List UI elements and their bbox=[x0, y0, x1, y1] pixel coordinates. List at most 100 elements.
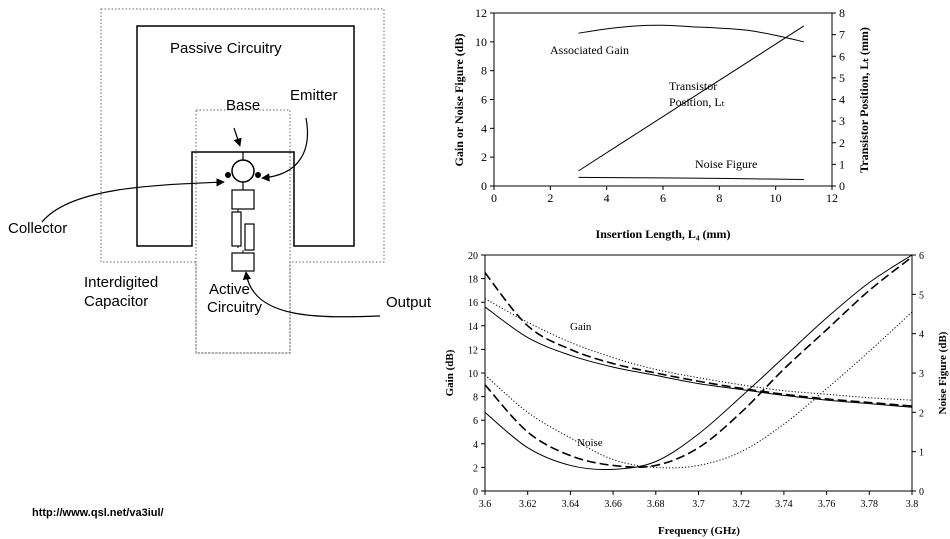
chart2-y-tick-label: 20 bbox=[468, 251, 478, 262]
active-circuitry-outline bbox=[195, 109, 291, 354]
output-arrow bbox=[242, 271, 381, 318]
chart2-y2-tick-label: 5 bbox=[919, 290, 924, 301]
chart1-series-line-0 bbox=[578, 24, 804, 43]
collector-label: Collector bbox=[8, 220, 67, 237]
chart2-y-tick-label: 18 bbox=[468, 275, 478, 286]
emitter-dot-left bbox=[225, 172, 231, 178]
chart2-y-tick-label: 2 bbox=[473, 463, 478, 474]
chart1-y2-tick-label: 7 bbox=[839, 28, 845, 42]
chart2-y-axis-label: Gain (dB) bbox=[444, 349, 456, 396]
chart2-y-tick-label: 12 bbox=[468, 345, 478, 356]
chart1-y-tick-label: 2 bbox=[481, 150, 487, 164]
chart2-x-tick-label: 3.6 bbox=[479, 499, 492, 510]
chart2-x-tick-label: 3.76 bbox=[818, 499, 836, 510]
chart2-x-axis-label: Frequency (GHz) bbox=[658, 525, 740, 537]
source-url: http://www.qsl.net/va3iul/ bbox=[32, 507, 164, 519]
chart2-x-tick-label: 3.66 bbox=[604, 499, 622, 510]
chart2-x-tick-label: 3.64 bbox=[562, 499, 580, 510]
chart1-y2-tick-label: 2 bbox=[839, 136, 845, 150]
chart1-x-tick-label: 6 bbox=[660, 191, 666, 205]
passive-circuitry-outline bbox=[136, 25, 355, 247]
chart1-y-tick-label: 0 bbox=[481, 179, 487, 193]
chart1-y-tick-label: 8 bbox=[481, 64, 487, 78]
chart1-series-line-2 bbox=[578, 176, 804, 181]
chart1-y-tick-label: 6 bbox=[481, 93, 487, 107]
chart1-x-tick-label: 2 bbox=[547, 191, 553, 205]
chart2-x-tick-label: 3.68 bbox=[647, 499, 665, 510]
chart2-x-tick-label: 3.72 bbox=[732, 499, 750, 510]
chart2-y-tick-label: 16 bbox=[468, 298, 478, 309]
chart2-y2-tick-label: 1 bbox=[919, 448, 924, 459]
chart2-series-gain-solid bbox=[484, 306, 913, 408]
chart1-x-tick-label: 0 bbox=[491, 191, 497, 205]
chart2-y2-tick-label: 0 bbox=[919, 487, 924, 498]
chart2-y-tick-label: 4 bbox=[473, 440, 478, 451]
chart1-x-tick-label: 10 bbox=[770, 191, 782, 205]
active-stub-left bbox=[231, 211, 242, 247]
chart2-y2-tick-label: 4 bbox=[919, 330, 924, 341]
interdigited-label-line2: Capacitor bbox=[84, 293, 148, 310]
chart1-y2-tick-label: 8 bbox=[839, 6, 845, 20]
chart1-y2-axis-label: Transistor Position, Lₜ (mm) bbox=[857, 27, 871, 173]
chart2-x-tick-label: 3.62 bbox=[519, 499, 537, 510]
chart1-x-tick-label: 12 bbox=[826, 191, 838, 205]
chart2-y2-axis-label: Noise Figure (dB) bbox=[937, 331, 949, 414]
chart1-y-axis-label: Gain or Noise Figure (dB) bbox=[452, 34, 466, 167]
chart2-y2-tick-label: 2 bbox=[919, 408, 924, 419]
chart2-annotation-gain: Gain bbox=[570, 321, 592, 333]
active-block-1 bbox=[231, 189, 255, 210]
chart1-plot-frame bbox=[493, 12, 833, 187]
active-stub-right bbox=[244, 223, 255, 251]
active-circuitry-label-line1: Active bbox=[209, 281, 250, 298]
chart1-y2-tick-label: 6 bbox=[839, 49, 845, 63]
chart2-plot-frame bbox=[484, 254, 913, 492]
chart2-y2-tick-label: 6 bbox=[919, 251, 924, 262]
chart1-annotation-position-1: Transistor bbox=[669, 79, 717, 93]
chart1-series-line-1 bbox=[578, 25, 805, 172]
output-label: Output bbox=[386, 294, 432, 311]
chart2-x-tick-label: 3.8 bbox=[906, 499, 919, 510]
emitter-dot-right bbox=[255, 172, 261, 178]
interdigited-label-line1: Interdigited bbox=[84, 274, 158, 291]
transistor-symbol bbox=[231, 159, 255, 183]
chart1-x-axis-label: Insertion Length, L₄ (mm) bbox=[596, 227, 731, 241]
collector-arrow bbox=[41, 178, 225, 223]
chart2-series-noise-solid bbox=[484, 254, 913, 471]
chart2-y-tick-label: 14 bbox=[468, 322, 478, 333]
chart2-series-noise-dashed bbox=[484, 256, 913, 468]
chart1-annotation-position-2: Position, Lₜ bbox=[669, 95, 725, 109]
chart1-annotation-gain: Associated Gain bbox=[550, 43, 629, 57]
chart1-annotation-noise: Noise Figure bbox=[695, 157, 757, 171]
chart2-y-tick-label: 0 bbox=[473, 487, 478, 498]
chart2-series-noise-dotted bbox=[484, 311, 913, 469]
chart2-y-tick-label: 8 bbox=[473, 393, 478, 404]
chart2-y-tick-label: 6 bbox=[473, 416, 478, 427]
chart1-y2-tick-label: 0 bbox=[839, 179, 845, 193]
base-arrow bbox=[233, 127, 242, 147]
chart2-x-tick-label: 3.78 bbox=[861, 499, 879, 510]
chart1-x-tick-label: 4 bbox=[604, 191, 610, 205]
chart1-x-tick-label: 8 bbox=[716, 191, 722, 205]
chart1-y-tick-label: 12 bbox=[475, 6, 487, 20]
emitter-arrow bbox=[261, 117, 308, 182]
passive-circuitry-label: Passive Circuitry bbox=[170, 40, 282, 57]
chart1-y2-tick-label: 1 bbox=[839, 157, 845, 171]
chart2-series-gain-dashed bbox=[484, 272, 913, 407]
chart1-y2-tick-label: 5 bbox=[839, 71, 845, 85]
chart2-x-tick-label: 3.74 bbox=[775, 499, 793, 510]
chart2-y-tick-label: 10 bbox=[468, 369, 478, 380]
active-circuitry-label-line2: Circuitry bbox=[207, 299, 262, 316]
chart2-x-tick-label: 3.7 bbox=[692, 499, 705, 510]
emitter-label: Emitter bbox=[290, 87, 338, 104]
chart2-y2-tick-label: 3 bbox=[919, 369, 924, 380]
chart1-y-tick-label: 10 bbox=[475, 35, 487, 49]
chart1-y2-tick-label: 4 bbox=[839, 93, 845, 107]
chart1-y2-tick-label: 3 bbox=[839, 114, 845, 128]
chart2-series-gain-dotted bbox=[484, 298, 913, 401]
chart1-y-tick-label: 4 bbox=[481, 121, 487, 135]
chart2-annotation-noise: Noise bbox=[577, 437, 603, 449]
active-block-2 bbox=[231, 252, 255, 272]
chart-frequency: 3.6 3.62 3.64 3.66 3.68 3.7 3.72 3.74 3.76 3.78 3.… bbox=[444, 251, 949, 537]
